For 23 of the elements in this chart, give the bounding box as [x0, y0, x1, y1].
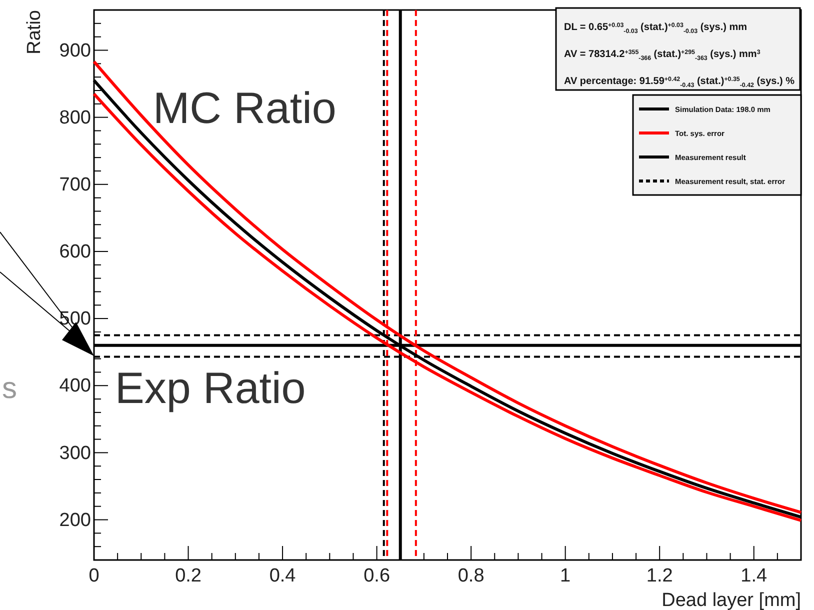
- y-tick-label: 700: [59, 174, 91, 196]
- annotation: MC Ratio: [153, 84, 336, 133]
- annotation: AV percentage: 91.59$^{+0.42}$$_{-0.43}$ (stat.)$^{+0.35}$$_{-0.42}$ (sys.) %: [564, 76, 795, 89]
- x-tick-label: 0.4: [269, 565, 296, 586]
- y-tick-label: 600: [59, 242, 91, 263]
- annotation: DL = 0.65$^{+0.03}$$_{-0.03}$ (stat.)$^{+0.03}$$_{-0.03}$ (sys.) mm: [564, 22, 748, 35]
- x-tick-label: 1.4: [740, 565, 768, 586]
- annotation: AV = 78314.2$^{+355}$$_{-366}$ (stat.)$^{+295}$$_{-363}$ (sys.) mm$^{3}$: [564, 49, 761, 62]
- x-tick-label: 0.8: [458, 565, 484, 586]
- x-tick-label: 0: [88, 565, 100, 586]
- annotation: Exp Ratio: [115, 364, 306, 413]
- text: s: [2, 372, 17, 405]
- y-tick-label: 400: [59, 376, 91, 397]
- x-tick-label: 0.2: [175, 565, 202, 586]
- y-tick-label: 800: [59, 107, 91, 128]
- y-tick-label: 900: [59, 40, 91, 62]
- x-tick-label: 0.6: [364, 565, 390, 586]
- y-tick-label: 200: [59, 510, 91, 531]
- x-tick-label: 1: [560, 565, 571, 586]
- x-tick-label: 1.2: [646, 565, 673, 586]
- x-axis-title: Dead layer [mm]: [662, 590, 801, 610]
- y-tick-label: 300: [59, 442, 91, 464]
- y-axis-title: Ratio: [24, 10, 45, 54]
